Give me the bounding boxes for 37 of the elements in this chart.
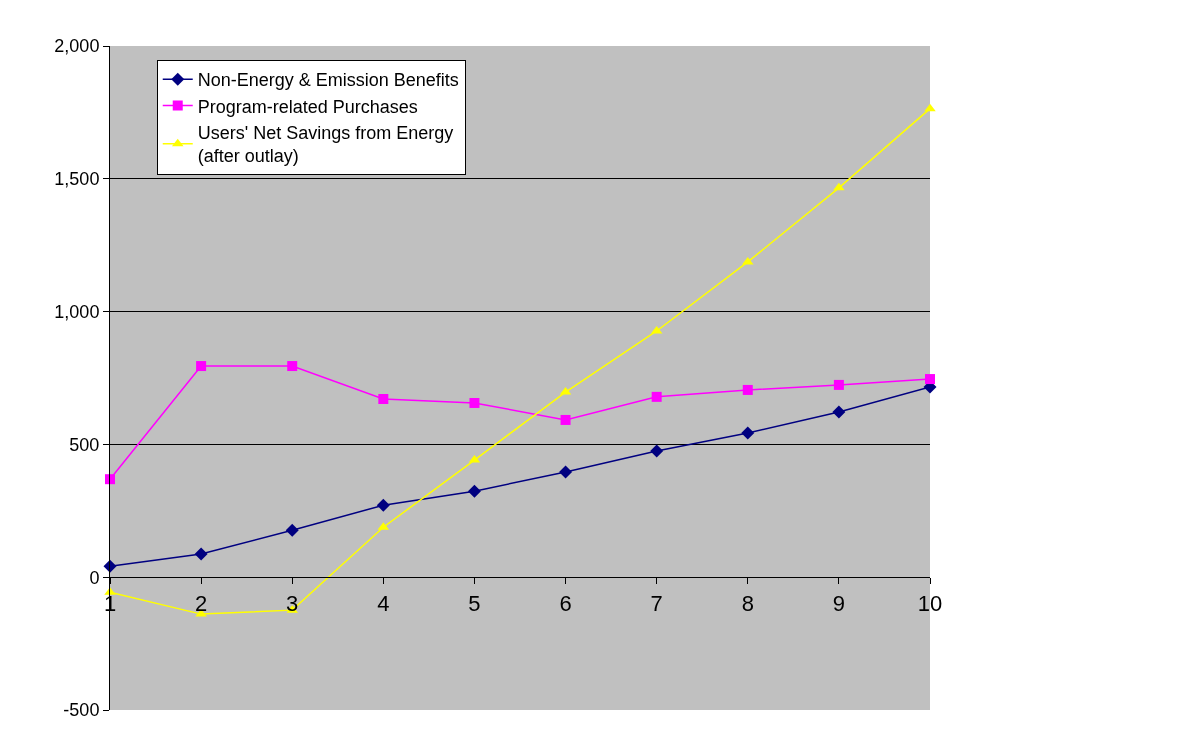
- point: [285, 523, 299, 537]
- point: [832, 405, 846, 419]
- point: [467, 484, 481, 498]
- point: [741, 426, 755, 440]
- legend-label: Users' Net Savings from Energy (after outlay): [197, 122, 454, 167]
- point: [194, 547, 208, 561]
- point: [651, 391, 662, 402]
- y-tick-label: 0: [89, 567, 100, 588]
- point: [650, 444, 664, 458]
- point: [378, 393, 389, 404]
- y-tick-label: 500: [69, 434, 100, 455]
- point: [559, 465, 573, 479]
- x-tick-label: 9: [832, 590, 846, 616]
- point: [560, 414, 571, 425]
- y-tick-label: 1,500: [54, 169, 100, 190]
- x-tick-label: 6: [559, 590, 572, 616]
- x-tick-label: 10: [917, 590, 943, 616]
- y-tick-label: -500: [63, 700, 100, 721]
- point: [742, 384, 753, 395]
- x-tick-label: 2: [194, 590, 208, 616]
- point: [376, 498, 390, 512]
- point: [469, 397, 480, 408]
- x-tick-label: 5: [468, 590, 481, 616]
- legend-label: Program-related Purchases: [197, 96, 418, 117]
- x-tick-label: 4: [377, 590, 390, 616]
- point: [742, 256, 754, 265]
- point: [196, 361, 207, 372]
- x-tick-label: 7: [650, 590, 663, 616]
- point: [105, 474, 115, 485]
- point: [924, 103, 936, 112]
- legend-label: Non-Energy & Emission Benefits: [197, 70, 459, 91]
- y-tick-label: 2,000: [54, 36, 100, 57]
- point: [833, 379, 844, 390]
- x-tick-label: 8: [741, 590, 754, 616]
- point: [287, 361, 298, 372]
- y-tick-label: 1,000: [54, 301, 100, 322]
- point: [925, 374, 935, 385]
